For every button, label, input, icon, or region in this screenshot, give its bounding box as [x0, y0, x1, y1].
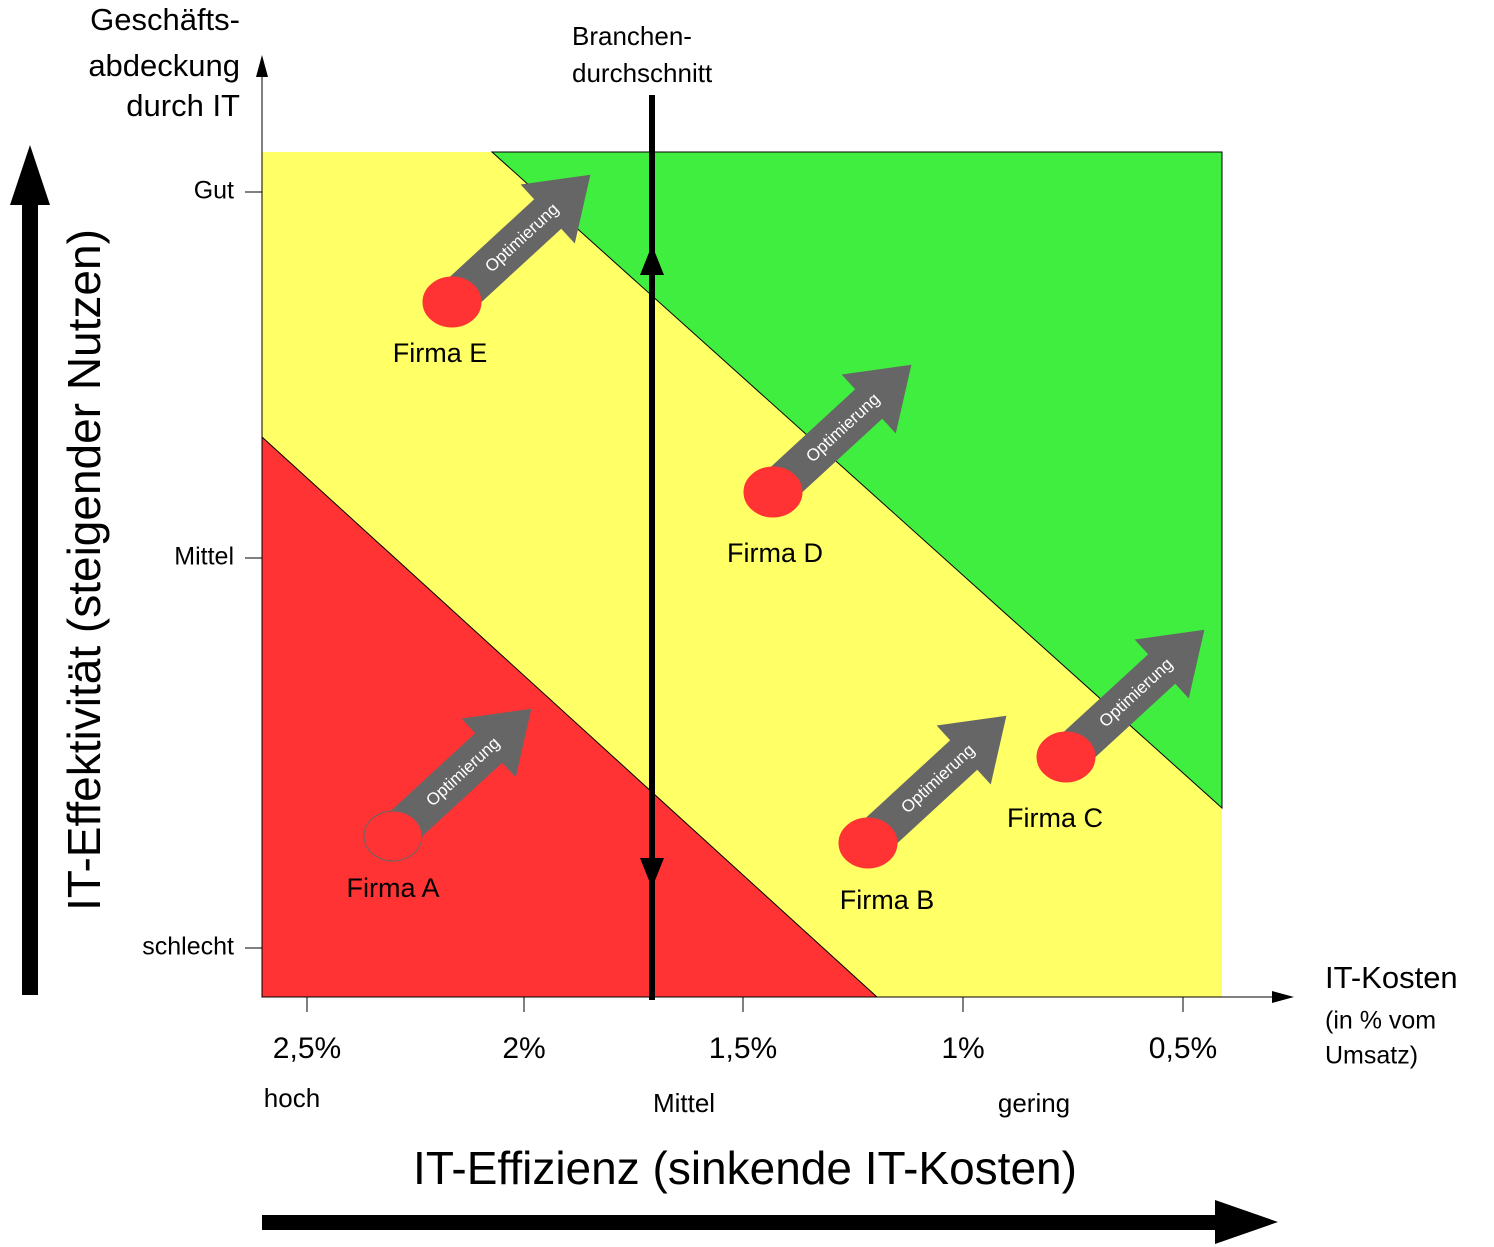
arrow-shape	[759, 364, 912, 507]
x-big-arrow	[262, 1215, 1222, 1230]
x-level-label: hoch	[264, 1083, 320, 1113]
x-tick-label: 0,5%	[1149, 1032, 1217, 1065]
y-tick-label: Mittel	[174, 543, 234, 571]
firm-label: Firma E	[393, 338, 488, 368]
average-label: durchschnitt	[572, 58, 713, 88]
average-label: Branchen-	[572, 21, 692, 51]
x-level-label: gering	[998, 1088, 1070, 1118]
x-axis-title: IT-Kosten	[1325, 960, 1458, 995]
firm-marker	[422, 276, 482, 328]
x-tick-label: 1%	[941, 1032, 984, 1065]
y-tick-label: Gut	[194, 177, 234, 205]
firm-label: Firma B	[840, 885, 935, 915]
x-tick-label: 1,5%	[709, 1032, 777, 1065]
x-level-label: Mittel	[653, 1088, 715, 1118]
zone-green	[490, 151, 1223, 810]
y-axis-title: abdeckung	[88, 48, 240, 83]
x-axis-title: (in % vom	[1325, 1007, 1436, 1035]
arrow-shape	[1052, 629, 1205, 772]
arrow-shape	[438, 174, 591, 317]
x-tick-label: 2%	[502, 1032, 545, 1065]
firm-marker	[838, 817, 898, 869]
y-big-arrow-head	[10, 145, 50, 205]
y-tick-label: schlecht	[142, 933, 234, 961]
firm-label: Firma D	[727, 538, 823, 568]
x-big-label: IT-Effizienz (sinkende IT-Kosten)	[413, 1142, 1077, 1194]
arrow-shape	[854, 715, 1007, 858]
firm-marker	[363, 810, 423, 862]
y-axis-arrow	[256, 55, 268, 77]
firm-marker	[743, 466, 803, 518]
x-tick-label: 2,5%	[273, 1032, 341, 1065]
firm-label: Firma A	[346, 873, 439, 903]
average-arrow-up	[640, 245, 664, 275]
x-axis-arrow	[1272, 991, 1294, 1003]
x-big-arrow-head	[1215, 1200, 1278, 1244]
y-big-arrow	[22, 200, 38, 995]
firm-marker	[1036, 731, 1096, 783]
y-big-label: IT-Effektivität (steigender Nutzen)	[58, 229, 110, 911]
average-arrow-down	[640, 858, 664, 888]
y-axis-title: Geschäfts-	[90, 2, 240, 37]
firm-label: Firma C	[1007, 803, 1103, 833]
x-axis-title: Umsatz)	[1325, 1042, 1418, 1070]
y-axis-title: durch IT	[126, 88, 240, 123]
arrow-shape	[379, 708, 532, 851]
